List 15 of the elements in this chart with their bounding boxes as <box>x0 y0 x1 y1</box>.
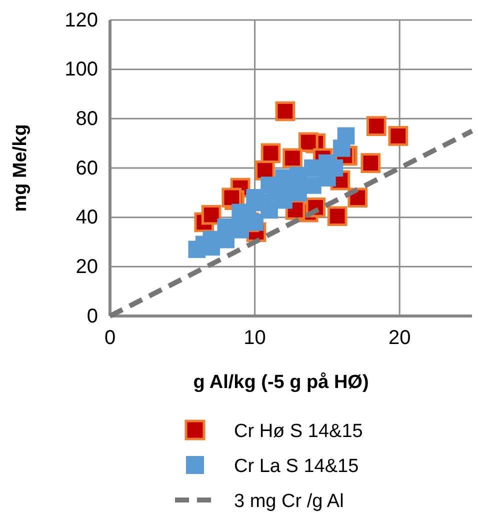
y-tick-label: 80 <box>76 108 98 130</box>
x-tick-label: 10 <box>244 327 266 350</box>
y-tick-label: 0 <box>86 305 98 328</box>
x-tick-label: 20 <box>388 327 411 350</box>
legend-label: Cr Hø S 14&15 <box>234 421 363 442</box>
x-axis-title: g Al/kg (-5 g på HØ) <box>193 372 369 393</box>
y-tick-label: 120 <box>64 9 98 32</box>
legend-label: Cr La S 14&15 <box>234 456 359 477</box>
y-tick-label: 100 <box>64 58 98 81</box>
y-tick-label: 20 <box>76 256 98 278</box>
y-tick-label: 40 <box>76 206 98 229</box>
x-tick-label: 0 <box>104 327 116 350</box>
legend-label: 3 mg Cr /g Al <box>234 491 344 512</box>
y-tick-label: 60 <box>76 157 98 180</box>
y-axis-title: mg Me/kg <box>10 124 31 212</box>
